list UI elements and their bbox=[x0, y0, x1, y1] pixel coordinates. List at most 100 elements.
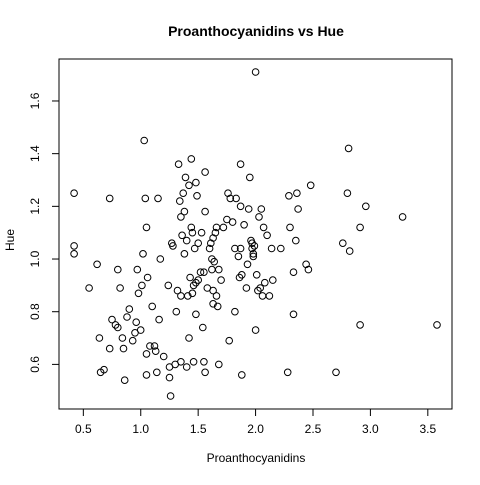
data-point bbox=[212, 292, 221, 300]
data-point bbox=[201, 207, 209, 216]
data-point bbox=[243, 260, 252, 269]
data-point bbox=[155, 315, 163, 324]
data-point bbox=[178, 231, 186, 240]
data-point bbox=[261, 278, 269, 287]
x-tick-label: 1.5 bbox=[190, 422, 207, 436]
data-point bbox=[293, 189, 301, 197]
data-point bbox=[240, 221, 248, 229]
data-point bbox=[192, 178, 200, 187]
data-point bbox=[166, 392, 175, 400]
x-axis: 0.5 1.0 1.5 2.0 2.5 3.0 3.5 bbox=[75, 408, 436, 436]
data-point bbox=[70, 250, 78, 258]
data-point bbox=[118, 334, 127, 342]
data-point bbox=[267, 244, 276, 253]
data-point bbox=[232, 194, 240, 203]
data-point bbox=[189, 358, 198, 366]
data-point bbox=[304, 265, 313, 274]
data-point bbox=[251, 68, 260, 76]
x-tick-label: 3.0 bbox=[362, 422, 379, 436]
data-point bbox=[111, 321, 120, 329]
data-point bbox=[105, 194, 114, 203]
data-point bbox=[433, 321, 441, 329]
data-point bbox=[196, 268, 205, 277]
data-point bbox=[133, 265, 142, 274]
data-point bbox=[140, 136, 148, 145]
data-point bbox=[136, 326, 145, 334]
y-tick-label: 1.6 bbox=[28, 92, 42, 109]
data-point bbox=[215, 360, 223, 369]
data-point bbox=[151, 347, 160, 356]
data-point bbox=[70, 189, 78, 197]
data-point bbox=[258, 292, 267, 300]
data-point bbox=[265, 292, 274, 300]
data-point bbox=[289, 310, 298, 319]
data-point bbox=[294, 205, 302, 213]
data-point bbox=[180, 250, 189, 258]
data-point bbox=[210, 257, 218, 266]
data-point bbox=[226, 194, 235, 203]
y-tick-label: 0.8 bbox=[28, 303, 42, 320]
data-point bbox=[177, 213, 185, 221]
title-layer: Proanthocyanidins vs Hue Proanthocyanidi… bbox=[3, 23, 344, 465]
data-point bbox=[289, 268, 298, 277]
data-point bbox=[205, 244, 214, 253]
data-point bbox=[332, 368, 340, 377]
x-tick-label: 1.0 bbox=[132, 422, 149, 436]
data-point bbox=[252, 271, 261, 279]
data-point bbox=[248, 244, 256, 253]
data-point bbox=[192, 278, 200, 287]
data-point bbox=[225, 336, 233, 345]
data-point bbox=[201, 168, 209, 176]
data-point bbox=[185, 334, 193, 342]
data-point bbox=[173, 286, 182, 295]
data-point bbox=[194, 276, 202, 284]
data-point bbox=[142, 371, 151, 379]
data-point bbox=[150, 342, 159, 350]
data-point bbox=[156, 255, 165, 263]
data-point bbox=[238, 271, 246, 279]
y-tick-label: 0.6 bbox=[28, 356, 42, 373]
data-point bbox=[200, 358, 208, 366]
data-point bbox=[186, 273, 194, 282]
data-point bbox=[244, 205, 253, 213]
data-point bbox=[194, 239, 202, 247]
data-point bbox=[177, 292, 185, 300]
data-point bbox=[119, 344, 128, 353]
data-point bbox=[251, 326, 260, 334]
y-axis: 0.6 0.8 1.0 1.2 1.4 1.6 bbox=[28, 92, 60, 373]
data-point bbox=[249, 250, 258, 258]
data-point bbox=[254, 286, 262, 295]
data-point bbox=[123, 313, 131, 321]
data-point bbox=[120, 376, 129, 385]
data-point bbox=[187, 155, 196, 163]
data-point bbox=[179, 189, 187, 197]
data-point bbox=[164, 281, 173, 290]
data-point bbox=[343, 189, 352, 197]
plot-frame bbox=[58, 58, 453, 410]
data-point bbox=[143, 273, 152, 282]
data-point bbox=[85, 284, 93, 292]
data-point bbox=[176, 197, 184, 205]
data-point bbox=[344, 144, 353, 153]
data-point bbox=[201, 368, 209, 377]
data-point bbox=[169, 242, 177, 250]
x-axis-label: Proanthocyanidins bbox=[207, 451, 306, 465]
y-tick-label: 1.2 bbox=[28, 198, 42, 215]
data-point bbox=[249, 252, 258, 261]
data-point bbox=[159, 352, 168, 361]
data-point bbox=[177, 358, 185, 366]
data-point bbox=[187, 223, 196, 232]
data-point bbox=[141, 194, 150, 203]
data-point bbox=[219, 223, 228, 232]
data-point bbox=[345, 247, 354, 255]
data-point bbox=[217, 276, 225, 284]
data-point bbox=[398, 213, 407, 221]
data-point bbox=[125, 305, 134, 313]
data-point bbox=[285, 192, 293, 200]
data-point bbox=[193, 192, 201, 200]
data-point bbox=[192, 310, 200, 319]
data-point bbox=[70, 242, 78, 250]
data-point bbox=[199, 323, 207, 332]
data-point bbox=[263, 231, 271, 240]
